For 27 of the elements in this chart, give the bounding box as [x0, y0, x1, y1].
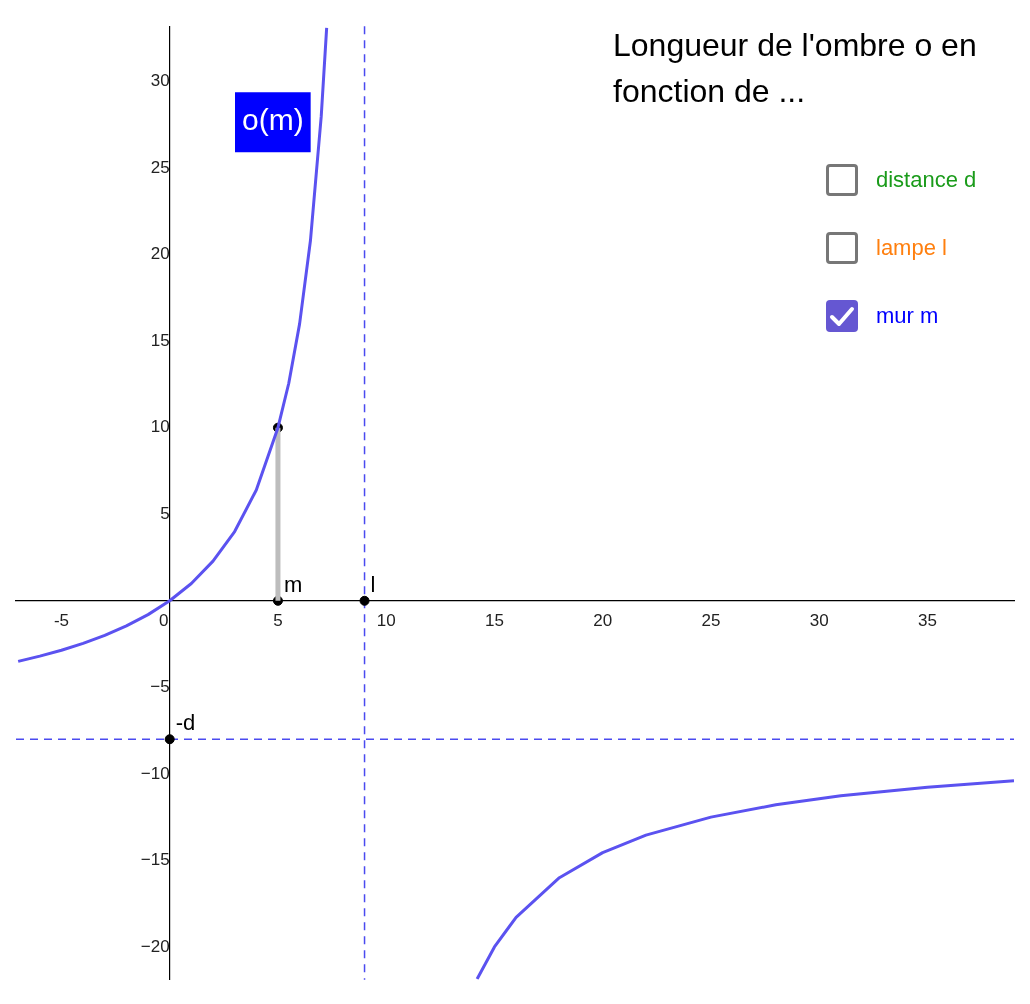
annotation: distance d [876, 167, 977, 193]
x-tick-label: 5 [273, 610, 283, 630]
y-tick-label: 20 [150, 244, 170, 264]
y-tick-label: 15 [150, 330, 170, 350]
x-tick-label: 20 [593, 610, 613, 630]
y-tick-label: 25 [150, 157, 170, 177]
y-tick-label: 5 [160, 503, 170, 523]
annotation: lampe l [876, 235, 947, 261]
y-tick-label: 30 [150, 71, 170, 91]
x-tick-label: 30 [809, 610, 829, 630]
x-tick-label: 35 [917, 610, 937, 630]
y-tick-label: −20 [140, 936, 170, 956]
y-tick-label: −5 [150, 677, 170, 696]
annotation: mur m [876, 303, 939, 329]
x-tick-label: 15 [484, 610, 504, 630]
y-tick-label: −10 [140, 763, 170, 783]
annotation: l [370, 571, 376, 597]
x-tick-label: 0 [158, 610, 169, 630]
annotation: -d [175, 710, 196, 736]
x-tick-label: 10 [376, 610, 396, 630]
y-tick-label: −15 [140, 850, 170, 870]
x-tick-label: -5 [53, 610, 70, 630]
text: Longueur de l'ombre o en fonction de ... [613, 22, 1003, 115]
y-tick-label: 10 [150, 417, 170, 437]
x-tick-label: 25 [701, 610, 721, 630]
series-label: o(m) [242, 103, 304, 137]
annotation: m [283, 571, 303, 597]
